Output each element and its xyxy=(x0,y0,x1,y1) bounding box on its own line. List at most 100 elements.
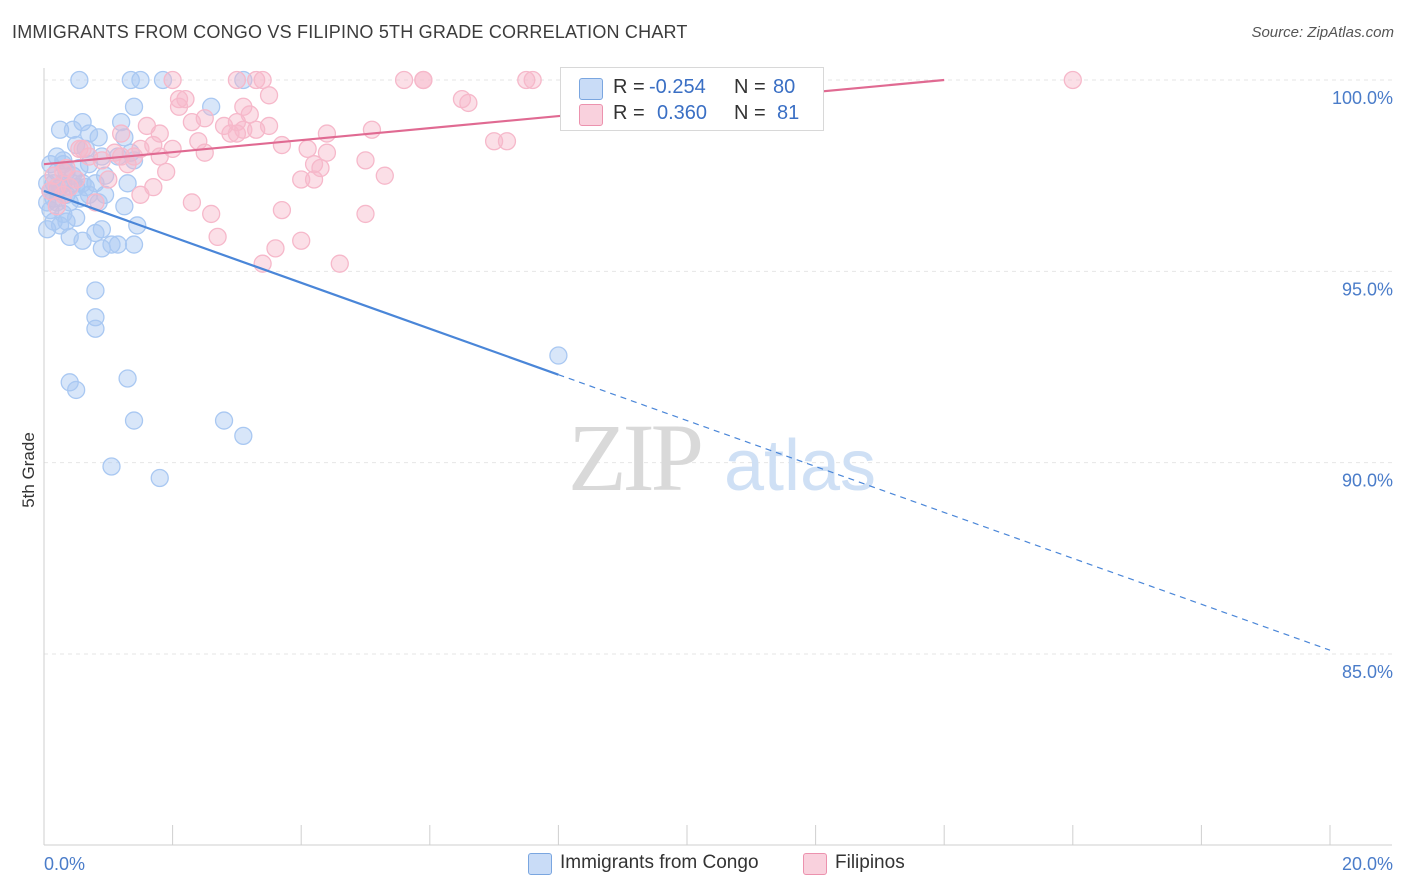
point-filipino xyxy=(169,97,189,116)
y-axis-label: 5th Grade xyxy=(19,432,38,508)
watermark-zip: ZIP xyxy=(568,404,701,511)
y-tick-label: 85.0% xyxy=(1342,662,1393,682)
point-filipino xyxy=(208,227,227,247)
trend-lines xyxy=(43,78,1331,651)
point-filipino xyxy=(1063,70,1082,90)
point-filipino xyxy=(150,147,169,166)
point-filipino xyxy=(99,170,118,189)
source-label: Source: ZipAtlas.com xyxy=(1251,24,1394,41)
y-tick-label: 90.0% xyxy=(1342,471,1393,491)
y-tick-label: 95.0% xyxy=(1342,279,1393,299)
point-filipino xyxy=(317,143,337,162)
point-congo xyxy=(124,411,144,430)
tick-labels: 100.0% 95.0% 90.0% 85.0% 0.0% 20.0% xyxy=(44,88,1393,874)
legend-swatch-filipino xyxy=(579,104,603,126)
legend-label-filipino: Filipinos xyxy=(835,852,905,873)
point-filipino xyxy=(266,239,285,258)
point-filipino xyxy=(304,170,324,189)
point-congo xyxy=(118,369,137,388)
point-filipino xyxy=(157,162,176,181)
point-congo xyxy=(108,235,128,254)
point-filipino xyxy=(272,200,292,220)
point-filipino xyxy=(272,135,292,155)
point-congo xyxy=(131,70,150,90)
point-congo xyxy=(124,235,144,254)
point-congo xyxy=(124,97,144,116)
legend-swatch-filipino xyxy=(803,853,827,875)
trend-line-congo xyxy=(43,189,559,376)
point-filipino xyxy=(195,143,214,162)
point-filipino xyxy=(517,70,536,90)
point-filipino xyxy=(497,132,517,151)
legend-swatch-congo xyxy=(579,78,603,100)
point-congo xyxy=(70,70,89,90)
point-filipino xyxy=(202,204,221,224)
point-filipino xyxy=(227,70,247,90)
point-filipino xyxy=(57,158,76,178)
r-value: -0.254 xyxy=(649,76,706,98)
point-filipino xyxy=(169,89,189,109)
point-congo xyxy=(86,281,105,300)
point-filipino xyxy=(253,70,272,90)
point-filipino xyxy=(356,204,375,224)
point-filipino xyxy=(247,70,266,90)
point-congo xyxy=(50,216,70,235)
point-congo xyxy=(115,197,134,216)
point-congo xyxy=(63,120,83,139)
n-label: N = xyxy=(734,76,766,98)
point-filipino xyxy=(112,124,131,143)
point-congo xyxy=(150,468,169,488)
y-tick-label: 100.0% xyxy=(1332,88,1393,108)
point-filipino xyxy=(484,132,504,151)
n-value: 81 xyxy=(777,102,800,124)
point-congo xyxy=(67,208,86,227)
point-filipino xyxy=(227,124,247,143)
r-value: 0.360 xyxy=(657,102,708,124)
point-congo xyxy=(214,411,234,430)
trend-line-congo-extrapolated xyxy=(558,374,1331,651)
point-congo xyxy=(89,128,108,147)
point-filipino xyxy=(182,112,202,132)
grid-layer xyxy=(44,79,1392,655)
point-filipino xyxy=(221,124,240,143)
series-filipino-points xyxy=(41,70,1082,273)
point-filipino xyxy=(362,120,382,139)
point-congo xyxy=(73,112,92,132)
point-congo xyxy=(549,346,568,365)
point-congo xyxy=(73,231,92,250)
n-value: 80 xyxy=(773,76,796,98)
point-filipino xyxy=(317,124,337,143)
watermark-atlas: atlas xyxy=(724,426,876,506)
point-filipino xyxy=(304,155,324,174)
point-congo xyxy=(86,319,105,338)
point-filipino xyxy=(292,231,311,250)
point-filipino xyxy=(394,70,414,90)
point-filipino xyxy=(47,197,67,216)
r-label: R = xyxy=(613,76,645,98)
r-label: R = xyxy=(613,102,645,124)
watermark: ZIP atlas xyxy=(568,404,876,511)
point-congo xyxy=(92,239,112,258)
point-filipino xyxy=(131,185,150,204)
chart-title: IMMIGRANTS FROM CONGO VS FILIPINO 5TH GR… xyxy=(12,22,688,42)
legend-swatch-congo xyxy=(528,853,552,875)
point-filipino xyxy=(298,139,317,159)
legend-label-congo: Immigrants from Congo xyxy=(560,852,759,873)
point-filipino xyxy=(137,116,157,136)
point-congo xyxy=(234,426,253,446)
point-filipino xyxy=(523,70,542,90)
correlation-legend: R = -0.254 N = 80 R = 0.360 N = 81 xyxy=(560,67,824,131)
point-filipino xyxy=(330,254,349,273)
point-congo xyxy=(102,457,121,476)
point-congo xyxy=(234,70,253,90)
point-congo xyxy=(118,174,137,193)
point-congo xyxy=(67,380,86,400)
point-filipino xyxy=(459,93,478,113)
point-filipino xyxy=(70,139,89,159)
point-congo xyxy=(102,235,121,254)
x-tick-label: 0.0% xyxy=(44,854,85,874)
point-congo xyxy=(202,97,221,116)
point-filipino xyxy=(375,166,394,185)
point-congo xyxy=(50,120,70,139)
